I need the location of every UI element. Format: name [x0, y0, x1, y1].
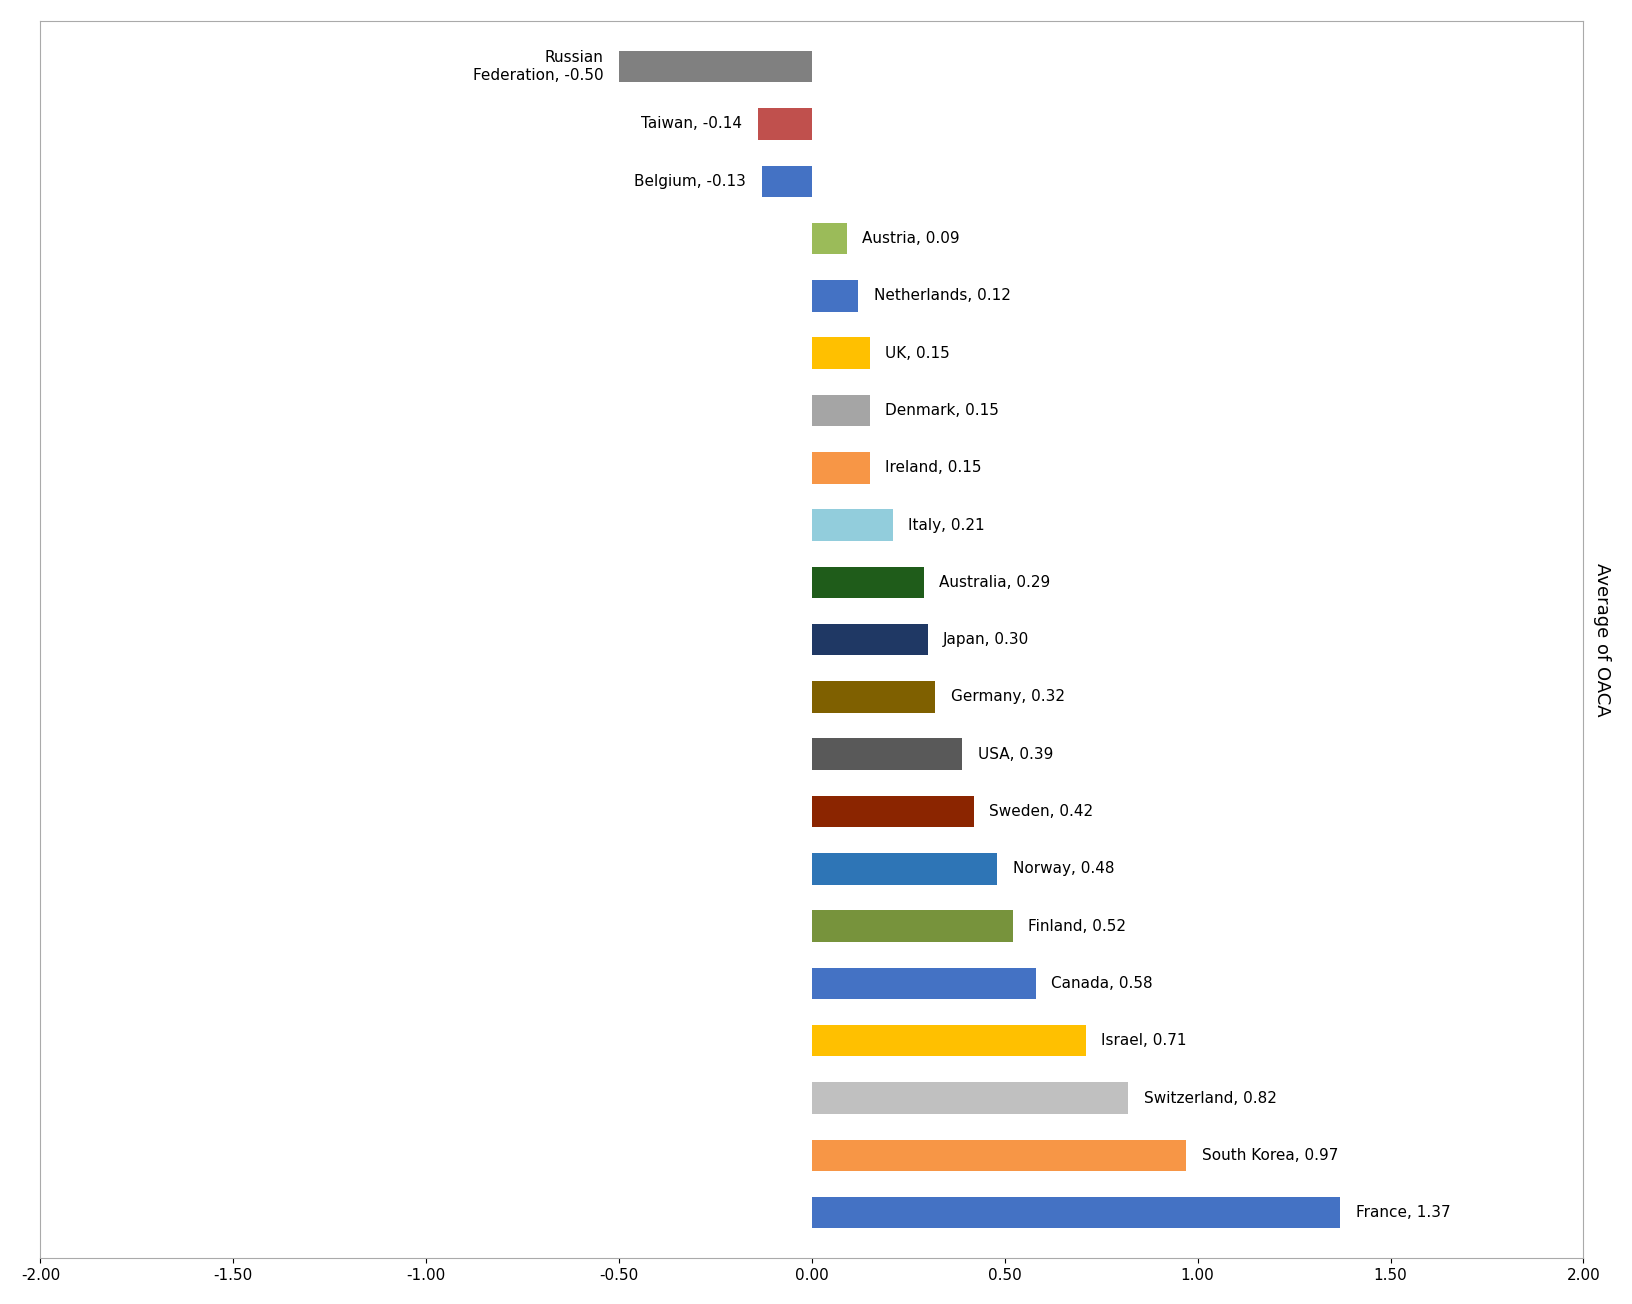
Bar	[813, 280, 858, 312]
Text: Norway, 0.48: Norway, 0.48	[1012, 862, 1115, 876]
Bar	[813, 853, 997, 884]
Text: Russian
Federation, -0.50: Russian Federation, -0.50	[473, 51, 604, 83]
Bar	[813, 795, 974, 827]
Text: Taiwan, -0.14: Taiwan, -0.14	[641, 116, 743, 132]
Bar	[813, 566, 924, 599]
Text: Belgium, -0.13: Belgium, -0.13	[635, 173, 746, 189]
Text: UK, 0.15: UK, 0.15	[885, 346, 950, 361]
Bar	[762, 166, 813, 197]
Text: Canada, 0.58: Canada, 0.58	[1051, 975, 1152, 991]
Bar	[813, 510, 893, 541]
Text: USA, 0.39: USA, 0.39	[978, 747, 1053, 762]
Text: Sweden, 0.42: Sweden, 0.42	[989, 805, 1093, 819]
Bar	[813, 1025, 1085, 1056]
Text: Denmark, 0.15: Denmark, 0.15	[885, 403, 999, 419]
Bar	[813, 223, 847, 254]
Y-axis label: Average of OACA: Average of OACA	[1593, 563, 1611, 716]
Bar	[813, 1197, 1340, 1228]
Text: Ireland, 0.15: Ireland, 0.15	[885, 460, 982, 475]
Bar	[813, 338, 870, 369]
Text: South Korea, 0.97: South Korea, 0.97	[1201, 1148, 1338, 1163]
Bar	[619, 51, 813, 82]
Text: Japan, 0.30: Japan, 0.30	[943, 632, 1030, 647]
Text: France, 1.37: France, 1.37	[1356, 1205, 1451, 1221]
Text: Australia, 0.29: Australia, 0.29	[938, 575, 1051, 589]
Text: Finland, 0.52: Finland, 0.52	[1028, 918, 1126, 934]
Text: Italy, 0.21: Italy, 0.21	[909, 518, 986, 532]
Bar	[813, 395, 870, 426]
Bar	[757, 108, 813, 140]
Bar	[813, 1140, 1186, 1171]
Bar	[813, 1082, 1128, 1114]
Bar	[813, 452, 870, 484]
Text: Israel, 0.71: Israel, 0.71	[1102, 1033, 1186, 1048]
Bar	[813, 623, 927, 656]
Text: Switzerland, 0.82: Switzerland, 0.82	[1144, 1090, 1276, 1106]
Bar	[813, 968, 1036, 999]
Bar	[813, 681, 935, 713]
Text: Austria, 0.09: Austria, 0.09	[862, 231, 960, 246]
Bar	[813, 738, 963, 769]
Bar	[813, 910, 1012, 941]
Text: Netherlands, 0.12: Netherlands, 0.12	[873, 288, 1010, 304]
Text: Germany, 0.32: Germany, 0.32	[951, 690, 1064, 704]
